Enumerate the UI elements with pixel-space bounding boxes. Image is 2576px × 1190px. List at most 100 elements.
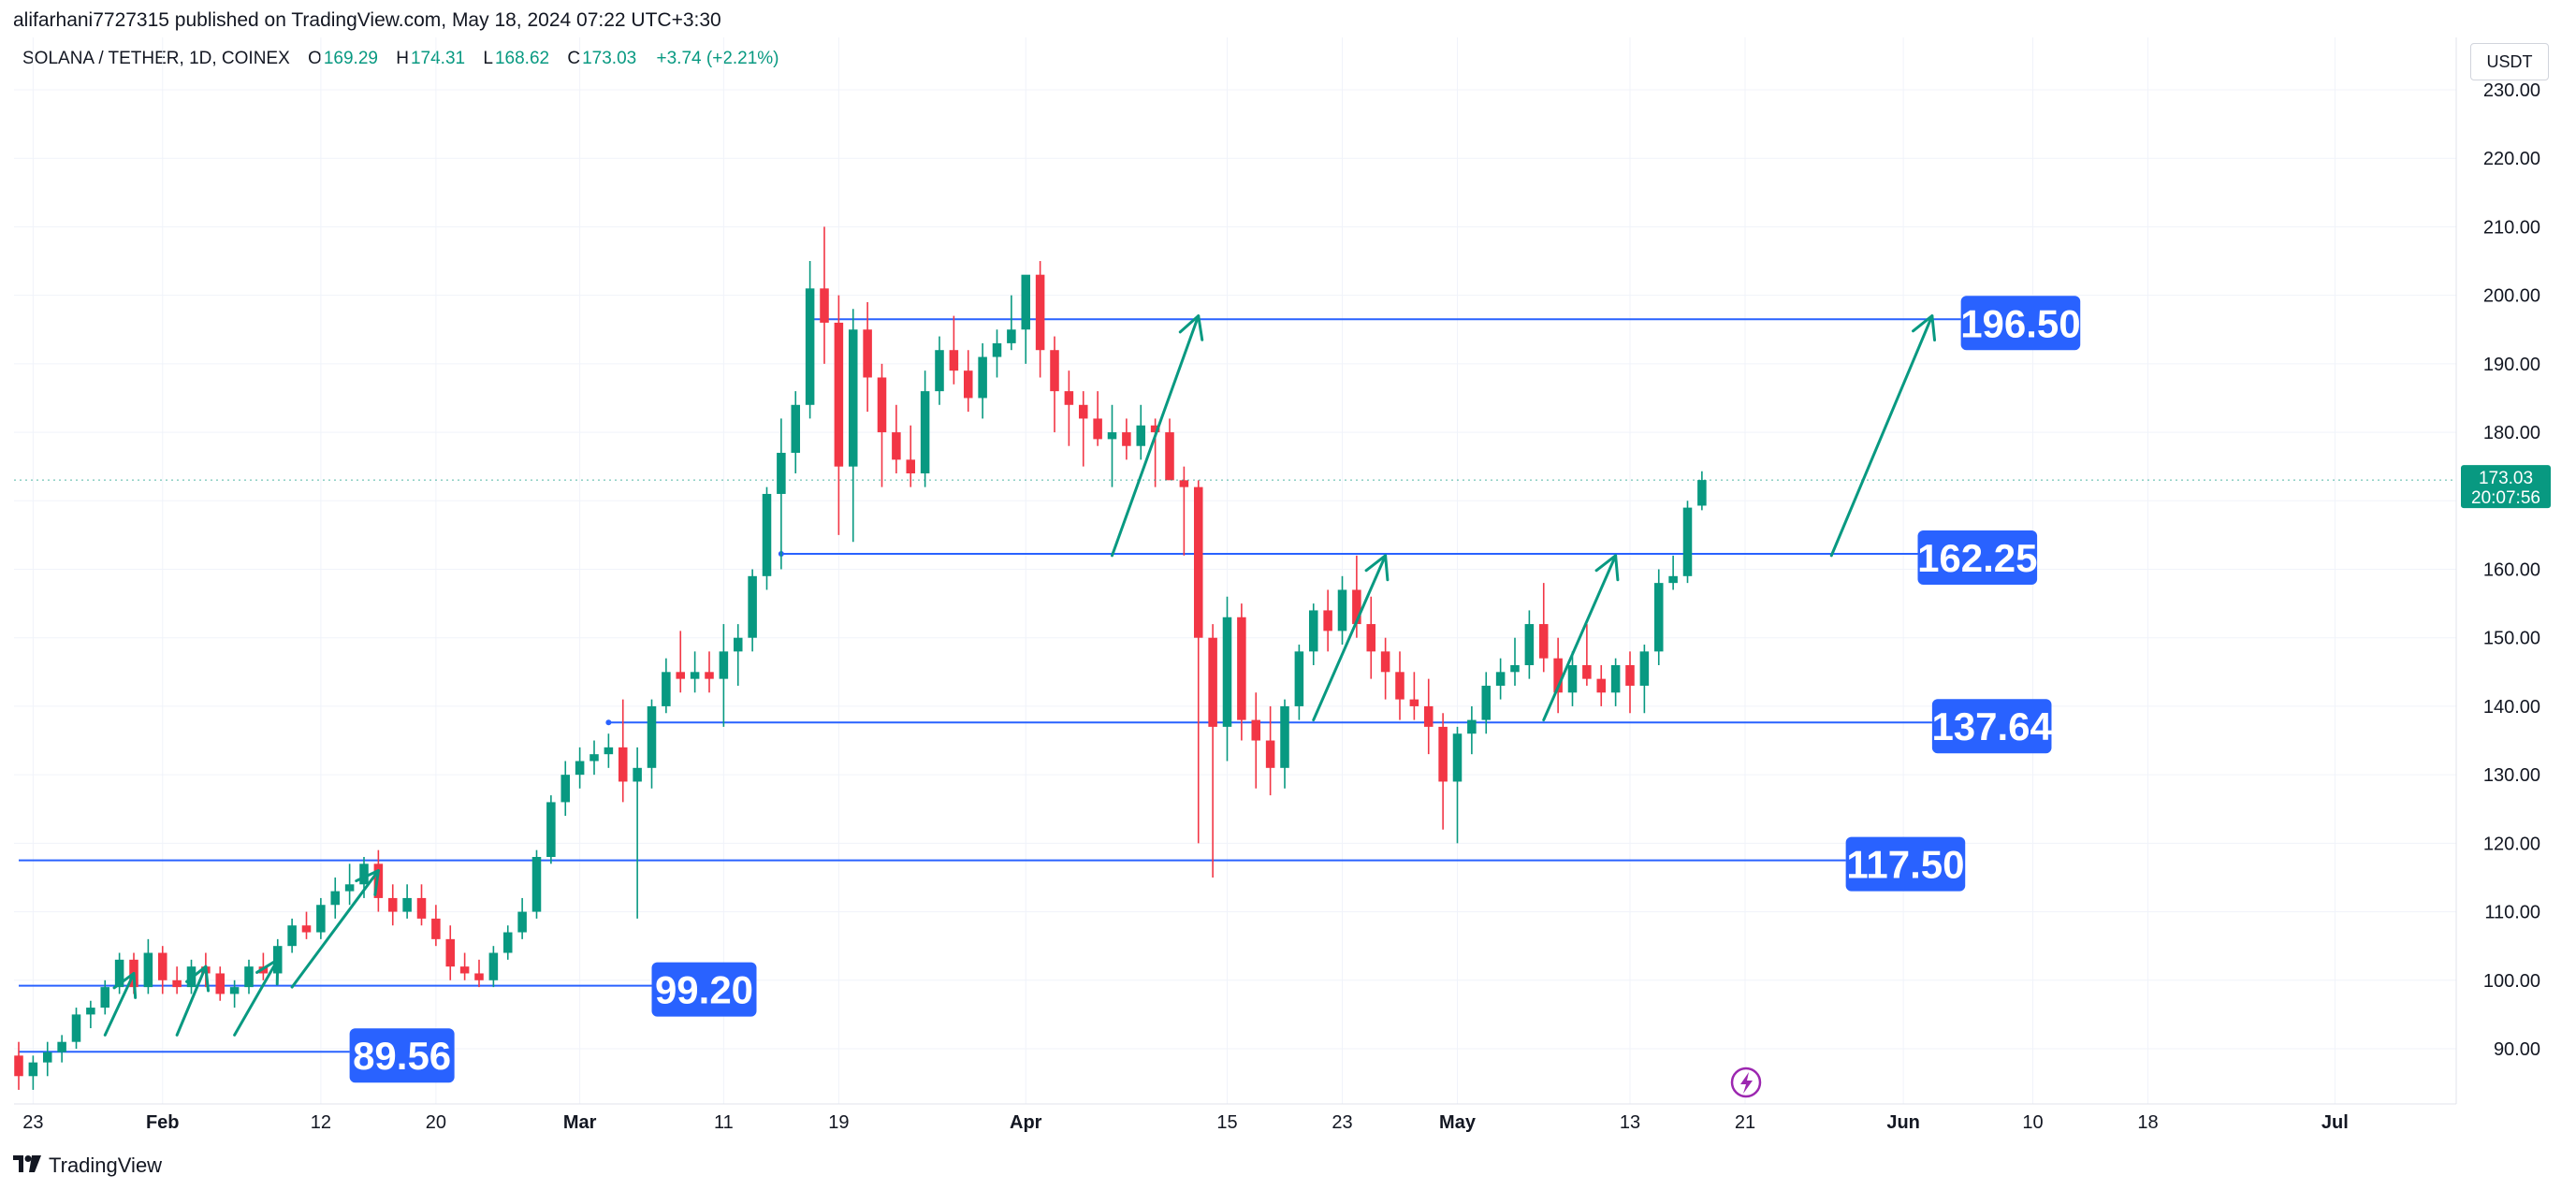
lightning-icon[interactable]: [1730, 1067, 1762, 1098]
candle-body: [920, 391, 930, 473]
candle-body: [359, 863, 369, 885]
candle-body: [1122, 432, 1131, 446]
candle-body: [1035, 274, 1045, 351]
bar-countdown: 20:07:56: [2471, 488, 2540, 508]
arrow-shaft: [1829, 314, 1934, 558]
candle-body: [1107, 432, 1117, 440]
arrow-shaft: [1542, 554, 1618, 722]
time-tick-label: Feb: [146, 1112, 180, 1133]
candle-body: [949, 350, 959, 371]
candle-body: [1193, 486, 1203, 638]
time-axis[interactable]: 23 Feb 12 20 Mar 11 19 Apr 15 23 May 13 21 Jun 10 18 Jul: [22, 1112, 2349, 1133]
candle-body: [1021, 274, 1031, 330]
candle-body: [863, 329, 872, 378]
candle-body: [618, 747, 628, 782]
candle-body: [963, 370, 973, 399]
symbol-name[interactable]: SOLANA / TETHER, 1D, COINEX: [22, 49, 290, 68]
low-label: L: [483, 49, 493, 68]
candle-body: [1366, 624, 1376, 652]
grid-lines: [14, 37, 2457, 1105]
candle-body: [1294, 651, 1304, 706]
brand-name: TradingView: [49, 1154, 163, 1177]
level-label-box: [1845, 836, 1966, 892]
tradingview-logo-icon: [13, 1153, 41, 1179]
arrow-shaft: [1312, 554, 1388, 722]
candle-body: [834, 322, 844, 467]
open-label: O: [308, 49, 322, 68]
low-value: 168.62: [494, 49, 550, 68]
candle-body: [1308, 610, 1318, 652]
close-value: 173.03: [582, 49, 637, 68]
candle-body: [978, 356, 987, 399]
level-label-box: [1917, 530, 2038, 586]
price-chart[interactable]: 196.50 162.25 137.64 117.50 99.20 89.56 90.00…: [0, 0, 2576, 1153]
arrow-head: [1912, 314, 1937, 341]
symbol-legend: SOLANA / TETHER, 1D, COINEX O 169.29 H 174…: [22, 49, 783, 69]
candle-body: [42, 1052, 52, 1063]
candle-body: [1380, 651, 1390, 673]
candle-body: [287, 925, 297, 947]
candle-body: [690, 672, 700, 679]
candle-body: [1596, 678, 1607, 693]
candle-body: [71, 1014, 81, 1042]
candle-body: [791, 404, 801, 454]
candle-body: [733, 637, 743, 652]
time-tick-label: 11: [714, 1112, 734, 1133]
arrow-head: [1364, 554, 1390, 582]
arrow-head: [255, 958, 280, 986]
candle-body: [445, 938, 456, 967]
candle-body: [906, 459, 916, 473]
candle-body: [1050, 350, 1059, 392]
candle-body: [301, 925, 312, 933]
candle-body: [1438, 726, 1448, 782]
arrow-shaft: [290, 869, 380, 989]
footer-brand[interactable]: TradingView: [13, 1153, 162, 1179]
level-label-box: [349, 1028, 455, 1083]
candle-body: [805, 288, 815, 405]
level-label-value: 89.56: [353, 1034, 451, 1078]
candle-body: [1697, 480, 1707, 506]
close-label: C: [567, 49, 581, 68]
candle-body: [1495, 672, 1506, 686]
candle-body: [1179, 480, 1189, 487]
price-tick-label: 210.00: [2483, 217, 2540, 238]
candle-body: [633, 767, 642, 782]
candle-body: [676, 672, 686, 679]
price-tick-label: 90.00: [2494, 1039, 2540, 1060]
time-tick-label: 15: [1216, 1112, 1237, 1133]
time-tick-label: 13: [1620, 1112, 1640, 1133]
candle-body: [705, 672, 714, 679]
candle-body: [244, 966, 254, 988]
level-label-value: 137.64: [1931, 704, 2052, 748]
candle-body: [373, 863, 384, 898]
candle-body: [662, 672, 671, 706]
candle-body: [1668, 575, 1678, 584]
candle-body: [1078, 404, 1088, 419]
currency-selector[interactable]: USDT: [2470, 43, 2549, 80]
candle-body: [575, 761, 585, 776]
candle-body: [1423, 705, 1434, 727]
level-anchor: [605, 719, 612, 726]
candle-body: [589, 754, 599, 762]
candle-body: [1337, 589, 1347, 631]
price-axis[interactable]: 90.00 100.00 110.00 120.00 130.00 140.00 150.0…: [2483, 80, 2540, 1060]
arrow-shaft: [103, 971, 136, 1037]
price-tick-label: 230.00: [2483, 80, 2540, 101]
arrow-head: [1178, 314, 1204, 341]
arrow-shaft: [1111, 314, 1201, 558]
time-tick-label: Mar: [563, 1112, 597, 1133]
candle-body: [531, 857, 542, 912]
candle-body: [1150, 425, 1160, 433]
candle-body: [488, 952, 499, 980]
candle-body: [1165, 432, 1174, 481]
level-label-value: 99.20: [655, 968, 753, 1012]
candle-body: [719, 651, 729, 679]
arrow-head: [112, 971, 138, 999]
time-tick-label: 21: [1735, 1112, 1755, 1133]
candle-body: [1352, 589, 1361, 625]
level-label-box: [1931, 699, 2052, 754]
candle-body: [215, 973, 226, 994]
candle-body: [316, 905, 326, 933]
time-tick-label: 23: [1332, 1112, 1352, 1133]
candle-body: [502, 932, 513, 953]
